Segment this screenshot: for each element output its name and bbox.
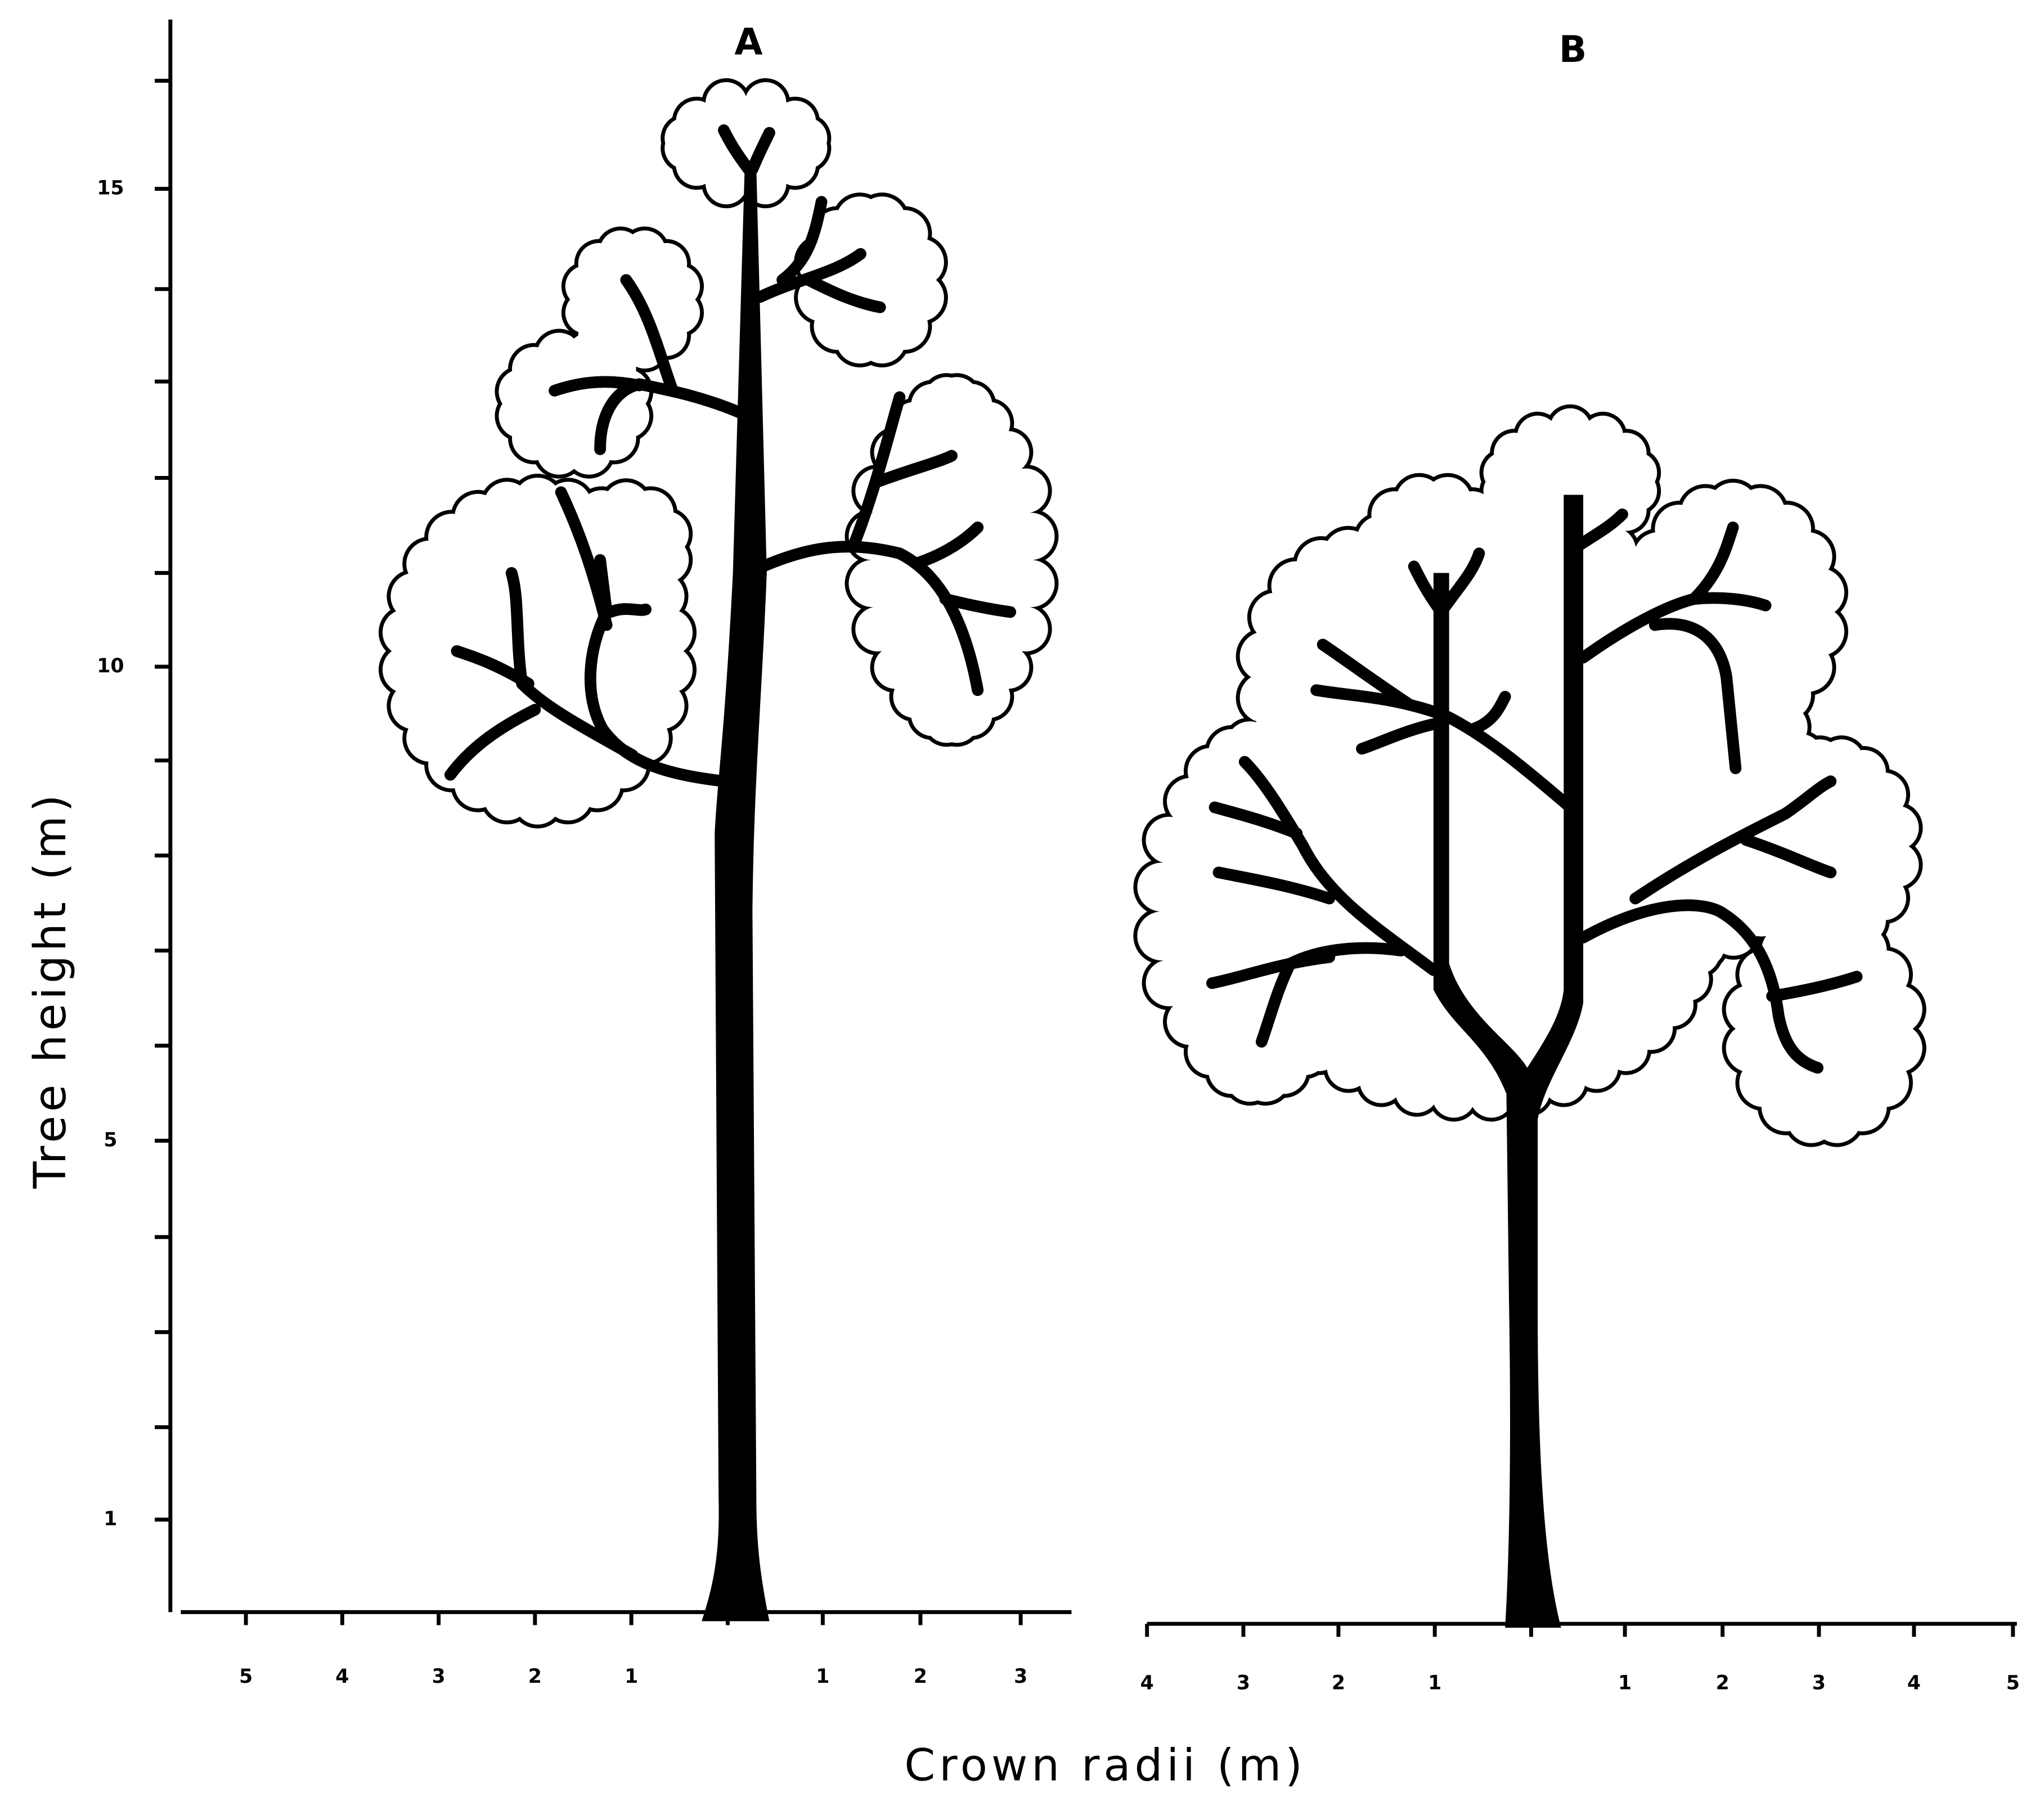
x-tick-label: 2 xyxy=(528,1665,542,1688)
y-axis-label: Tree height (m) xyxy=(24,791,76,1189)
x-tick-label: 3 xyxy=(1014,1665,1027,1688)
x-tick-label: 2 xyxy=(1332,1672,1345,1695)
x-tick-label: 3 xyxy=(1237,1672,1250,1695)
x-tick-label: 2 xyxy=(1716,1672,1729,1695)
x-tick-label: 4 xyxy=(1140,1672,1154,1695)
x-tick-label: 4 xyxy=(1907,1672,1921,1695)
x-tick-label: 1 xyxy=(625,1665,638,1688)
x-tick-label: 4 xyxy=(335,1665,349,1688)
branch xyxy=(610,609,645,612)
figure: 15105154321123432112345 Tree height (m) … xyxy=(0,0,2044,1797)
x-axis-label: Crown radii (m) xyxy=(904,1740,1306,1791)
x-tick-label: 5 xyxy=(239,1665,253,1688)
x-tick-label: 5 xyxy=(2006,1672,2020,1695)
y-tick-label: 15 xyxy=(97,177,124,200)
panel-title: B xyxy=(1559,29,1587,71)
x-tick-label: 1 xyxy=(816,1665,829,1688)
x-tick-label: 1 xyxy=(1428,1672,1441,1695)
crown-fill xyxy=(498,333,649,474)
x-tick-label: 3 xyxy=(432,1665,446,1688)
panel-title: A xyxy=(734,21,762,63)
x-tick-label: 3 xyxy=(1812,1672,1826,1695)
y-tick-label: 1 xyxy=(104,1508,117,1530)
y-tick-label: 10 xyxy=(97,655,124,677)
x-tick-label: 2 xyxy=(914,1665,927,1688)
x-tick-label: 1 xyxy=(1618,1672,1632,1695)
page: 15105154321123432112345 Tree height (m) … xyxy=(0,0,2044,1797)
y-tick-label: 5 xyxy=(104,1129,117,1151)
